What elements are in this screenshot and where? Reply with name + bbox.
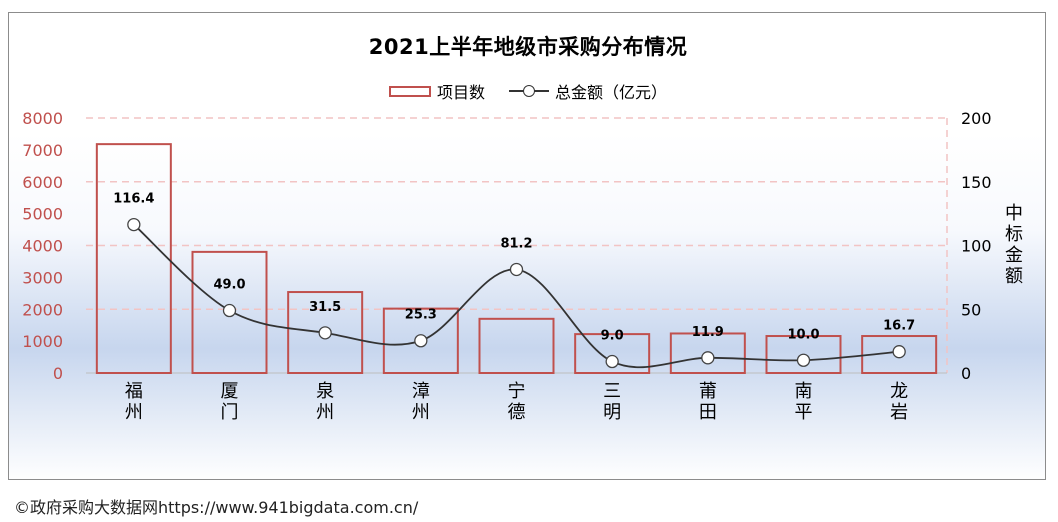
y-right-tick-label: 150 [961, 173, 992, 192]
legend-line-label: 总金额（亿元） [555, 83, 668, 102]
x-tick-label: 南平 [795, 381, 813, 423]
y-left-tick-label: 8000 [22, 109, 63, 128]
data-label: 116.4 [113, 192, 154, 207]
chart-title: 2021上半年地级市采购分布情况 [368, 35, 688, 59]
y-right-tick-label: 200 [961, 109, 992, 128]
data-label: 25.3 [405, 308, 437, 323]
bar [574, 333, 651, 374]
y-left-tick-label: 0 [53, 364, 63, 383]
x-tick-label: 厦门 [221, 381, 239, 423]
line-marker [222, 303, 237, 318]
plot-background [9, 133, 1045, 479]
y-left-tick-label: 4000 [22, 237, 63, 256]
x-tick-label: 漳州 [412, 381, 430, 423]
copyright-footer: ©政府采购大数据网https://www.941bigdata.com.cn/ [14, 498, 419, 517]
data-label: 31.5 [309, 300, 341, 315]
y-left-tick-label: 3000 [22, 268, 63, 287]
y-axis-right-title: 中标金额 [1005, 203, 1023, 287]
data-label: 49.0 [213, 278, 245, 293]
bar [765, 335, 842, 374]
line-marker [318, 326, 332, 340]
y-left-tick-label: 1000 [22, 332, 63, 351]
bar [287, 291, 364, 375]
bar [861, 335, 938, 374]
chart-frame: 116.4 49.0 31.5 25.3 81.2 9.0 11.9 10.0 16.7 0 10… [8, 12, 1046, 480]
chart-canvas: 116.4 49.0 31.5 25.3 81.2 9.0 11.9 10.0 16.7 0 10… [9, 109, 1045, 479]
x-tick-label: 宁德 [508, 381, 526, 423]
line-marker [892, 345, 906, 359]
y-left-tick-label: 7000 [22, 141, 63, 160]
x-tick-label: 福州 [125, 381, 143, 423]
y-right-tick-label: 100 [961, 237, 992, 256]
data-label: 9.0 [601, 329, 624, 344]
line-marker [127, 217, 141, 232]
line-marker [414, 334, 428, 348]
bar [95, 143, 172, 374]
line-marker [509, 262, 524, 277]
y-right-tick-label: 50 [961, 300, 981, 319]
x-tick-label: 莆田 [699, 381, 717, 423]
y-left-tick-label: 2000 [22, 300, 63, 319]
bar [191, 250, 268, 374]
bar [478, 317, 555, 374]
data-label: 11.9 [692, 325, 724, 340]
data-label: 10.0 [787, 327, 819, 342]
bar [669, 332, 746, 375]
data-label: 16.7 [883, 319, 915, 334]
legend-line-swatch [509, 84, 549, 98]
y-left-tick-label: 5000 [22, 205, 63, 224]
legend-item-bar[interactable]: 项目数 [388, 79, 485, 103]
legend-bar-label: 项目数 [436, 83, 485, 102]
x-tick-label: 三明 [603, 381, 621, 423]
x-tick-label: 泉州 [316, 381, 334, 423]
legend-item-line[interactable]: 总金额（亿元） [509, 79, 667, 103]
line-marker [701, 351, 715, 365]
y-right-tick-label: 0 [961, 364, 971, 383]
legend: 项目数 总金额（亿元） [9, 79, 1045, 103]
line-marker [605, 354, 619, 369]
line-marker [796, 353, 811, 367]
x-tick-label: 龙岩 [890, 381, 908, 423]
data-label: 81.2 [500, 236, 532, 251]
legend-bar-swatch [388, 85, 431, 97]
bar [382, 307, 459, 374]
y-left-tick-label: 6000 [22, 173, 63, 192]
